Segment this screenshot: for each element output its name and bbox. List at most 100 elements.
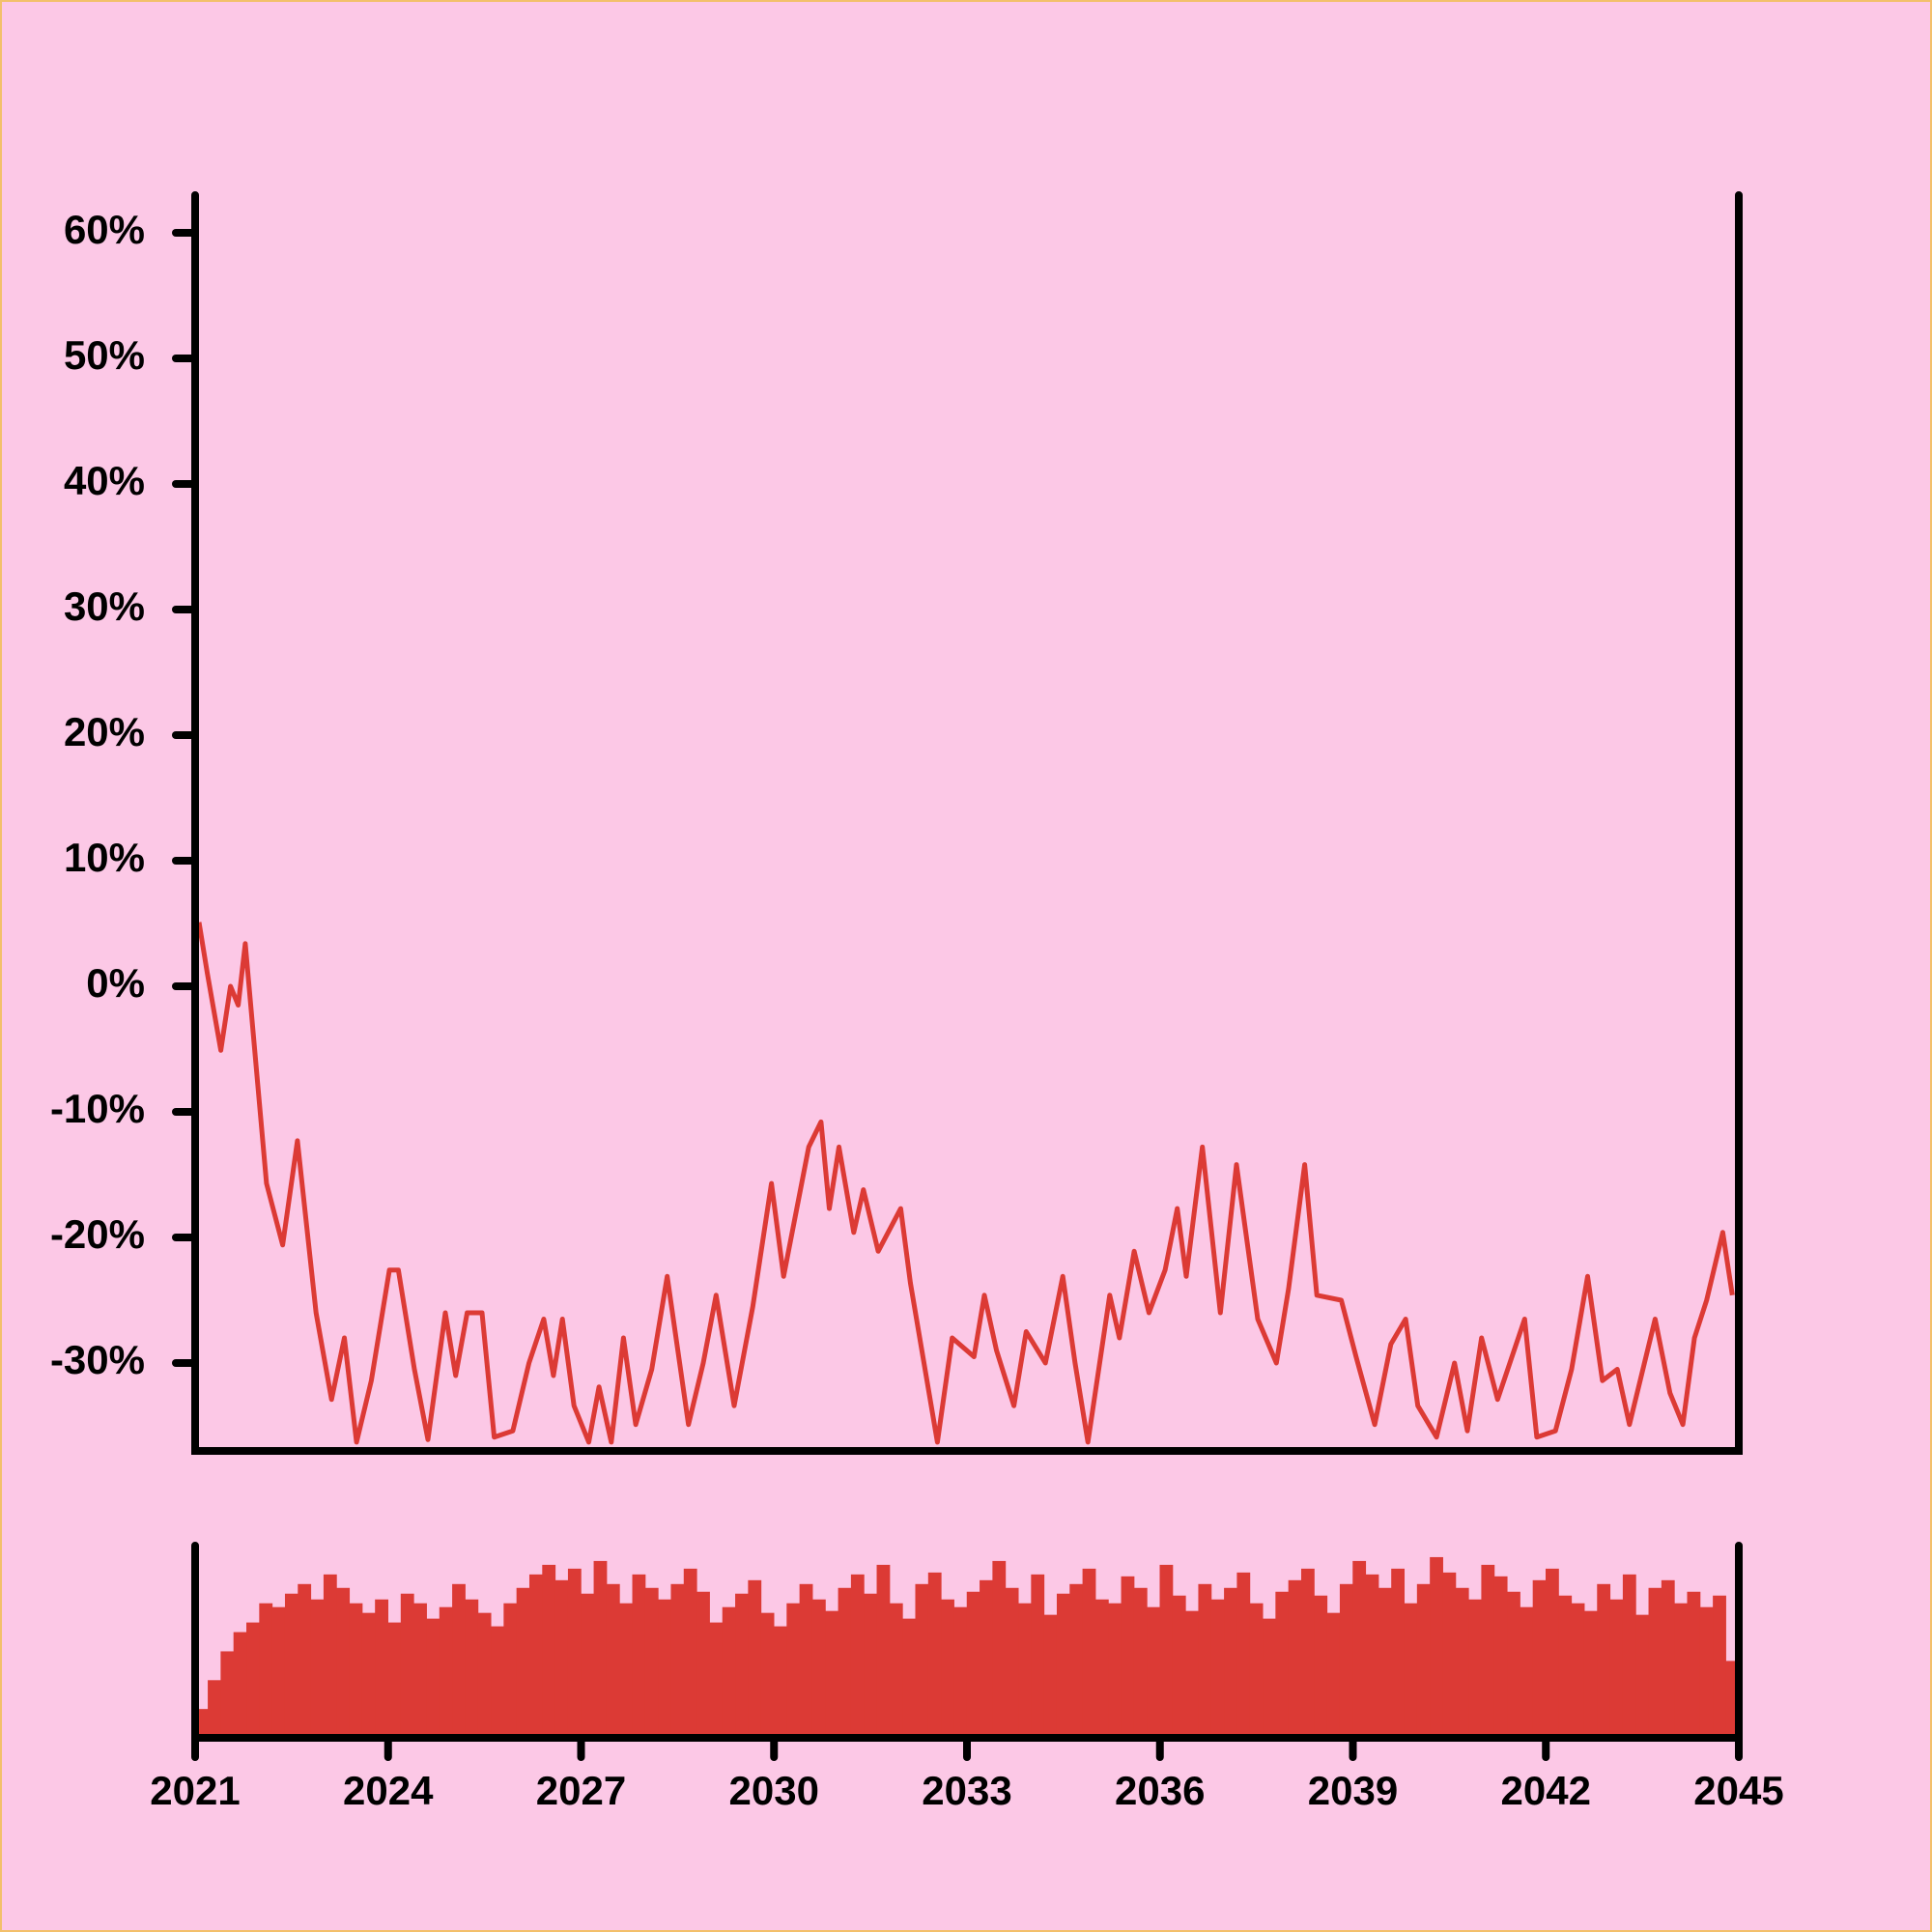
bar [889,1603,903,1738]
bar [915,1583,929,1738]
bar [1147,1606,1160,1738]
x-tick-label: 2036 [1115,1768,1205,1813]
bar [413,1603,427,1738]
bar [1185,1610,1199,1738]
bar [1005,1587,1019,1738]
bar [336,1587,351,1738]
bar [1275,1591,1290,1738]
bar [1391,1568,1406,1738]
bar [992,1560,1007,1738]
bar [1198,1583,1212,1738]
bar [1404,1603,1418,1738]
bar [581,1593,595,1738]
bar [1210,1599,1225,1738]
bar [542,1564,556,1738]
bar [838,1587,852,1738]
bar [619,1603,634,1738]
bar [1455,1587,1469,1738]
bar [567,1568,582,1738]
axis-frame [191,191,1743,1455]
x-tick-label: 2030 [729,1768,819,1813]
y-tick-label: 60% [64,207,145,252]
bar [208,1680,221,1738]
bar [1507,1591,1520,1738]
bar [670,1583,685,1738]
bar [593,1560,608,1738]
bar [1043,1614,1058,1738]
bar [1713,1595,1726,1738]
bar [528,1574,543,1738]
bar [1378,1587,1392,1738]
bar [400,1593,414,1738]
bar [1661,1579,1675,1738]
bar [1687,1591,1701,1738]
bar [271,1606,286,1738]
bar [644,1587,659,1738]
bar [1249,1603,1264,1738]
bar [1263,1618,1276,1738]
bar [1121,1576,1135,1738]
bar [1635,1614,1650,1738]
bar [1609,1599,1624,1738]
bar [1558,1595,1573,1738]
bar [1493,1576,1508,1738]
bar [927,1572,942,1738]
bar [1699,1606,1714,1738]
bar [1468,1599,1482,1738]
bar [1056,1593,1070,1738]
x-tick-label: 2021 [150,1768,240,1813]
bar [1571,1603,1585,1738]
bar [735,1593,749,1738]
y-tick-label: 50% [64,332,145,378]
bar [1583,1610,1598,1738]
bar [722,1606,736,1738]
bar [491,1626,504,1738]
bar [1520,1606,1534,1738]
bar [1597,1583,1611,1738]
bar [902,1618,916,1738]
bar [1288,1579,1302,1738]
bar [259,1603,273,1738]
y-tick-label: -20% [50,1211,145,1257]
bar [1133,1587,1148,1738]
bar [1159,1564,1174,1738]
y-tick-label: 10% [64,835,145,880]
bar [1236,1572,1251,1738]
bar [980,1579,993,1738]
bar [1546,1568,1559,1738]
bar [310,1599,325,1738]
bar [1108,1603,1122,1738]
bar [760,1612,775,1738]
bar [1339,1583,1353,1738]
bar [1352,1560,1367,1738]
bar [1430,1556,1443,1738]
bar [554,1579,569,1738]
bar [387,1622,402,1738]
bar [465,1599,479,1738]
bar [503,1603,518,1738]
y-tick-label: 30% [64,583,145,629]
bar [941,1599,954,1738]
axis-frame [191,1542,1743,1742]
bar [233,1632,247,1738]
bar [606,1583,620,1738]
line [196,922,1735,1445]
bar [1224,1587,1237,1738]
y-tick-label: 20% [64,709,145,754]
bar [375,1599,388,1738]
bar [709,1622,724,1738]
bar [1622,1574,1636,1738]
x-tick-label: 2042 [1501,1768,1591,1813]
bar [1172,1595,1186,1738]
bar [786,1603,801,1738]
bar [1326,1612,1341,1738]
bar [876,1564,891,1738]
bar [298,1583,312,1738]
bar [349,1603,363,1738]
bar [632,1574,646,1738]
bar [850,1574,865,1738]
y-tick-label: 0% [86,960,145,1006]
x-tick-label: 2045 [1693,1768,1783,1813]
bar [1018,1603,1032,1738]
